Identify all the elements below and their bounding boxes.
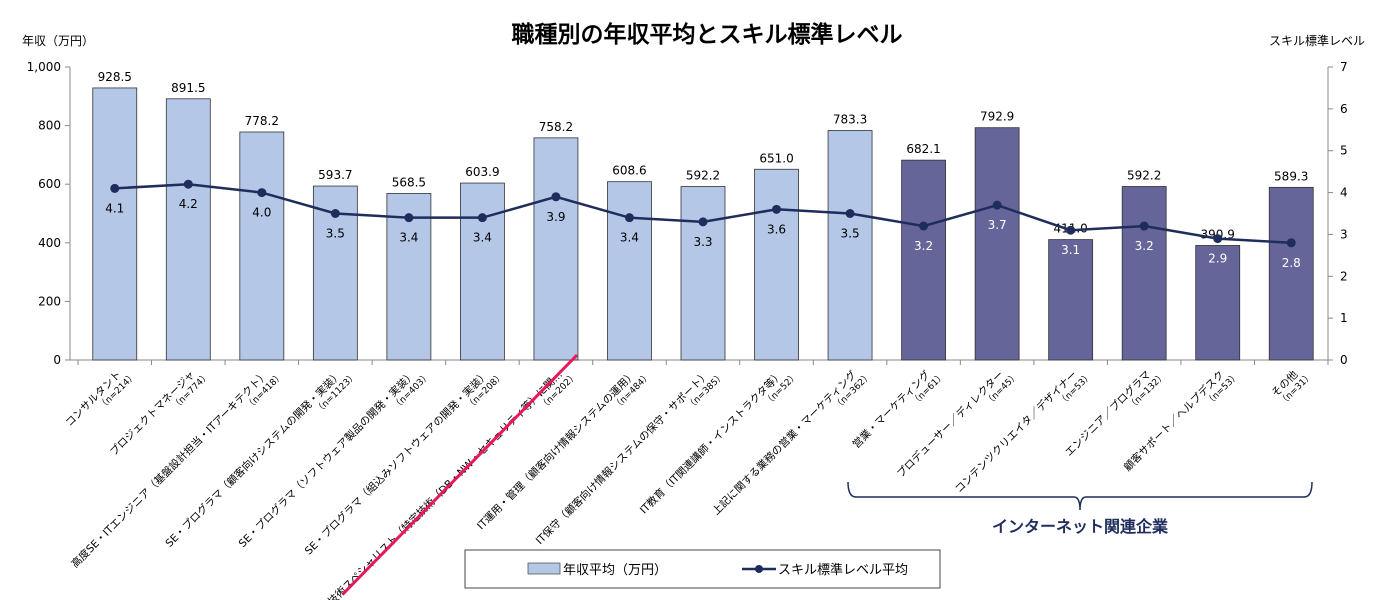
left-tick-label: 400 — [38, 236, 61, 250]
skill-point — [1139, 221, 1149, 231]
bar — [974, 127, 1020, 361]
chart-title: 職種別の年収平均とスキル標準レベル — [512, 21, 903, 48]
bar-value-label: 891.5 — [171, 81, 205, 95]
right-tick-label: 3 — [1340, 227, 1348, 241]
left-axis-label: 年収（万円） — [22, 34, 94, 48]
skill-point — [845, 209, 855, 218]
right-tick-label: 2 — [1340, 269, 1348, 283]
group-bracket — [847, 481, 1313, 511]
skill-point — [477, 213, 487, 223]
left-tick-label: 200 — [38, 294, 61, 308]
skill-value-label: 2.8 — [1282, 256, 1301, 270]
bar-value-label: 592.2 — [686, 168, 720, 182]
bar-value-label: 592.2 — [1127, 168, 1161, 182]
legend-line-label: スキル標準レベル平均 — [778, 562, 908, 578]
right-tick-label: 1 — [1340, 311, 1348, 325]
skill-value-label: 3.1 — [1061, 243, 1080, 257]
bar — [827, 130, 873, 361]
bar — [239, 131, 285, 361]
skill-value-label: 3.6 — [767, 222, 786, 236]
skill-value-label: 2.9 — [1208, 252, 1227, 266]
skill-value-label: 3.4 — [620, 231, 639, 245]
bar-value-label: 593.7 — [318, 168, 352, 182]
skill-value-label: 3.2 — [914, 239, 933, 253]
bar-value-label: 568.5 — [392, 175, 426, 189]
bar-value-label: 783.3 — [833, 112, 867, 126]
bar-value-label: 603.9 — [465, 165, 499, 179]
skill-point — [772, 204, 782, 214]
bar — [165, 98, 211, 361]
skill-value-label: 3.4 — [473, 231, 492, 245]
right-tick-label: 0 — [1340, 353, 1348, 367]
bar — [1121, 186, 1167, 361]
bar-value-label: 608.6 — [612, 164, 646, 178]
legend-bar-label: 年収平均（万円） — [563, 563, 667, 578]
bar — [1048, 239, 1094, 361]
bar — [92, 87, 138, 361]
skill-point — [1066, 225, 1076, 235]
skill-value-label: 3.7 — [988, 218, 1007, 232]
skill-point — [698, 217, 708, 227]
bar — [460, 182, 505, 361]
skill-point — [551, 192, 561, 202]
skill-value-label: 4.0 — [252, 206, 271, 220]
category-name: コンテンツクリエイタ／デザイナー — [952, 368, 1080, 496]
bar — [1268, 186, 1314, 361]
skill-point — [992, 200, 1002, 210]
right-axis-label: スキル標準レベル — [1269, 33, 1365, 48]
skill-value-label: 3.3 — [693, 235, 712, 249]
bar-value-label: 928.5 — [98, 70, 132, 84]
bar-value-label: 778.2 — [245, 114, 279, 128]
bar — [754, 168, 799, 361]
skill-value-label: 3.5 — [841, 227, 860, 241]
skill-point — [330, 209, 340, 218]
bar-value-label: 792.9 — [980, 110, 1014, 124]
skill-point — [257, 188, 267, 198]
skill-point — [1213, 234, 1223, 244]
right-tick-label: 7 — [1340, 60, 1348, 74]
bar-value-label: 651.0 — [759, 151, 793, 165]
left-tick-label: 600 — [38, 177, 61, 191]
left-tick-label: 1,000 — [27, 60, 61, 74]
bar — [1195, 245, 1241, 361]
bar — [533, 137, 579, 361]
legend-line-marker — [755, 565, 763, 573]
left-tick-label: 800 — [38, 119, 61, 133]
legend-bar-swatch — [527, 562, 561, 575]
skill-point — [624, 213, 634, 223]
skill-value-label: 4.1 — [105, 201, 124, 215]
legend: 年収平均（万円） スキル標準レベル平均 — [464, 549, 941, 589]
skill-line: 4.1 4.2 4.0 3.5 3.4 3.4 3.9 3.4 3.3 3.6 3.5 3.2 3.7 3… — [105, 179, 1301, 270]
bar — [901, 159, 946, 361]
skill-point — [1286, 238, 1296, 248]
skill-point — [183, 179, 193, 189]
category-label: コンサルタント（n=214） — [63, 369, 138, 429]
skill-value-label: 3.5 — [326, 227, 345, 241]
right-tick-label: 4 — [1340, 186, 1348, 200]
bar-value-label: 682.1 — [906, 142, 940, 156]
category-label: その他（n=31） — [1269, 368, 1315, 408]
skill-value-label: 3.9 — [546, 210, 565, 224]
annotation-highlight-line — [341, 353, 579, 596]
bar — [680, 186, 726, 361]
category-label: コンテンツクリエイタ／デザイナー（n=53） — [952, 368, 1094, 496]
skill-value-label: 3.4 — [399, 231, 418, 245]
skill-value-label: 4.2 — [179, 197, 198, 211]
left-tick-label: 0 — [53, 353, 61, 367]
skill-point — [919, 221, 929, 231]
bar-value-label: 758.2 — [539, 120, 573, 134]
bar-value-label: 589.3 — [1274, 169, 1308, 183]
bars: 928.5 891.5 778.2 593.7 568.5 603.9 758.2 608.6… — [92, 70, 1314, 361]
skill-point — [110, 183, 120, 193]
group-bracket-label: インターネット関連企業 — [992, 517, 1169, 536]
skill-value-label: 3.2 — [1135, 239, 1154, 253]
bar — [607, 181, 652, 361]
skill-point — [404, 213, 414, 223]
right-tick-label: 6 — [1340, 102, 1348, 116]
right-tick-label: 5 — [1340, 144, 1348, 158]
